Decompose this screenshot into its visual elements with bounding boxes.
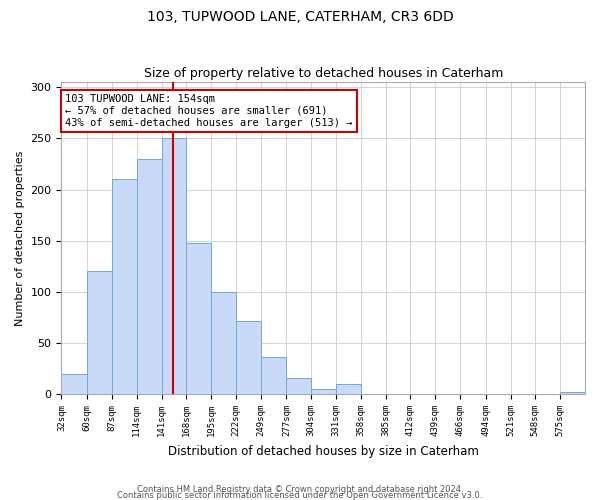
Bar [311, 389, 336, 394]
Bar [336, 384, 361, 394]
Bar [211, 292, 236, 394]
Bar [112, 180, 137, 394]
Bar [236, 320, 261, 394]
Bar [87, 272, 112, 394]
Y-axis label: Number of detached properties: Number of detached properties [15, 150, 25, 326]
Text: Contains public sector information licensed under the Open Government Licence v3: Contains public sector information licen… [118, 490, 482, 500]
Title: Size of property relative to detached houses in Caterham: Size of property relative to detached ho… [143, 66, 503, 80]
Text: Contains HM Land Registry data © Crown copyright and database right 2024.: Contains HM Land Registry data © Crown c… [137, 484, 463, 494]
Bar [187, 242, 211, 394]
Bar [560, 392, 585, 394]
Bar [286, 378, 311, 394]
X-axis label: Distribution of detached houses by size in Caterham: Distribution of detached houses by size … [168, 444, 479, 458]
Bar [137, 159, 161, 394]
Bar [61, 374, 87, 394]
Bar [161, 138, 187, 394]
Text: 103, TUPWOOD LANE, CATERHAM, CR3 6DD: 103, TUPWOOD LANE, CATERHAM, CR3 6DD [146, 10, 454, 24]
Text: 103 TUPWOOD LANE: 154sqm
← 57% of detached houses are smaller (691)
43% of semi-: 103 TUPWOOD LANE: 154sqm ← 57% of detach… [65, 94, 353, 128]
Bar [261, 358, 286, 394]
